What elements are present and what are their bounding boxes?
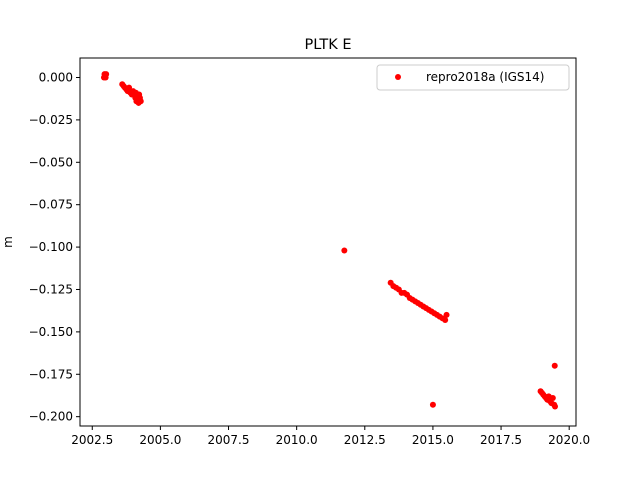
y-tick-label: −0.100 xyxy=(29,240,73,254)
data-point xyxy=(443,311,450,318)
x-tick-label: 2005.0 xyxy=(139,433,181,447)
data-point xyxy=(341,247,348,254)
y-tick-label: −0.125 xyxy=(29,282,73,296)
y-tick-label: −0.025 xyxy=(29,113,73,127)
x-tick-label: 2010.0 xyxy=(276,433,318,447)
y-tick-label: 0.000 xyxy=(39,71,73,85)
y-tick-label: −0.050 xyxy=(29,155,73,169)
x-tick-label: 2007.5 xyxy=(208,433,250,447)
data-point xyxy=(442,317,449,324)
legend-label: repro2018a (IGS14) xyxy=(426,70,544,84)
data-point xyxy=(103,71,110,78)
y-axis: 0.000 −0.025 −0.050 −0.075 −0.100 −0.125 −0.15… xyxy=(29,71,80,424)
x-tick-label: 2002.5 xyxy=(71,433,113,447)
data-points xyxy=(100,71,559,410)
x-tick-label: 2020.0 xyxy=(548,433,590,447)
data-point xyxy=(126,84,133,91)
y-tick-label: −0.150 xyxy=(29,325,73,339)
data-point xyxy=(137,98,144,105)
y-axis-label: m xyxy=(1,236,15,248)
data-point xyxy=(429,401,436,408)
y-tick-label: −0.200 xyxy=(29,410,73,424)
plot-area xyxy=(100,71,559,410)
chart-title: PLTK E xyxy=(305,37,352,53)
x-tick-label: 2012.5 xyxy=(344,433,386,447)
y-tick-label: −0.075 xyxy=(29,198,73,212)
data-point xyxy=(552,403,559,410)
legend: repro2018a (IGS14) xyxy=(376,64,570,91)
x-tick-label: 2015.0 xyxy=(412,433,454,447)
legend-box xyxy=(376,64,570,91)
x-axis: 2002.5 2005.0 2007.5 2010.0 2012.5 2015.0 2017… xyxy=(71,426,590,447)
data-point xyxy=(551,362,558,369)
plot-frame xyxy=(79,57,577,427)
x-tick-label: 2017.5 xyxy=(480,433,522,447)
data-point xyxy=(549,395,556,402)
legend-marker xyxy=(395,74,401,80)
y-tick-label: −0.175 xyxy=(29,367,73,381)
